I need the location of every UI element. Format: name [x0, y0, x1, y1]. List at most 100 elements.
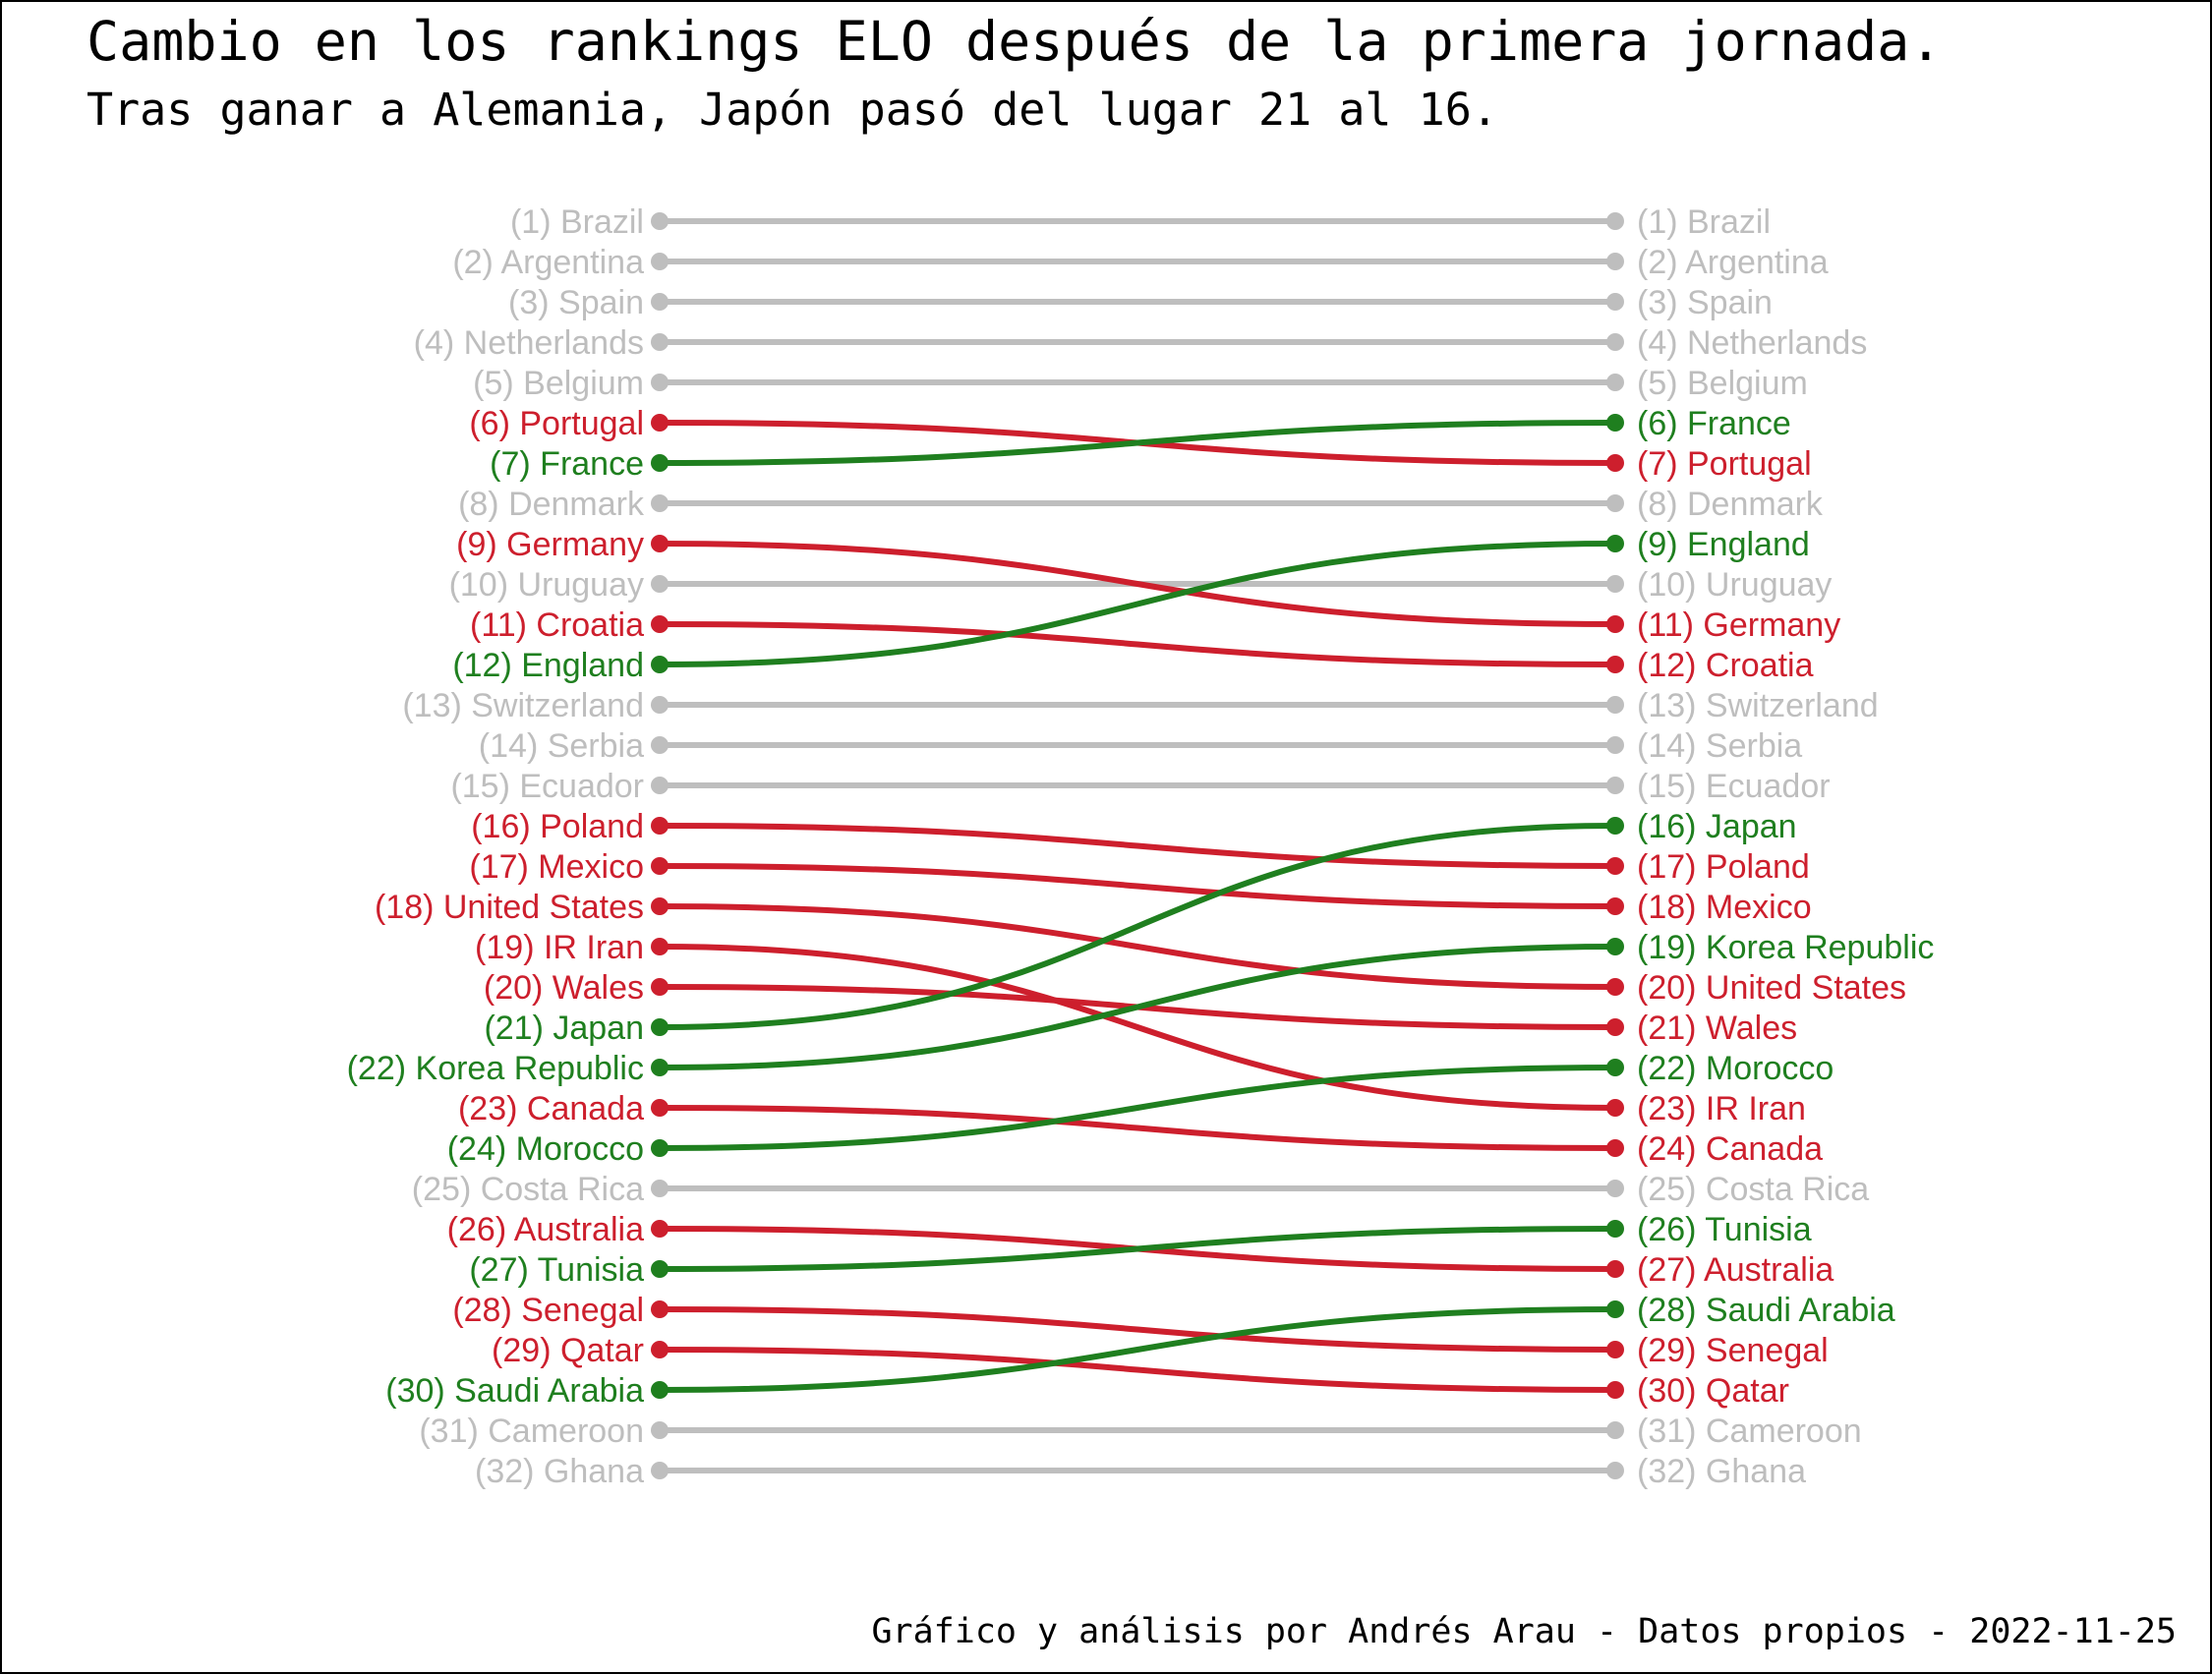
- slope-line-croatia: [659, 621, 1616, 667]
- point-right-poland: [1606, 857, 1624, 875]
- point-right-spain: [1606, 293, 1624, 311]
- label-before-netherlands: (4) Netherlands: [414, 324, 644, 362]
- point-left-france: [651, 454, 669, 472]
- label-before-tunisia: (27) Tunisia: [469, 1251, 644, 1289]
- slope-line-poland: [659, 823, 1616, 869]
- chart-title: Cambio en los rankings ELO después de la…: [87, 10, 1943, 73]
- point-right-qatar: [1606, 1381, 1624, 1399]
- label-after-united-states: (20) United States: [1637, 969, 1906, 1007]
- point-left-morocco: [651, 1139, 669, 1157]
- label-before-ir-iran: (19) IR Iran: [475, 929, 644, 966]
- label-after-croatia: (12) Croatia: [1637, 647, 1814, 684]
- point-left-portugal: [651, 414, 669, 432]
- point-left-saudi-arabia: [651, 1381, 669, 1399]
- label-after-portugal: (7) Portugal: [1637, 445, 1812, 483]
- slope-line-france: [659, 420, 1616, 466]
- point-left-qatar: [651, 1341, 669, 1358]
- point-right-england: [1606, 535, 1624, 552]
- point-left-korea-republic: [651, 1059, 669, 1076]
- label-before-serbia: (14) Serbia: [479, 727, 644, 765]
- point-left-netherlands: [651, 333, 669, 351]
- label-before-ghana: (32) Ghana: [475, 1453, 644, 1490]
- point-right-australia: [1606, 1260, 1624, 1278]
- slope-labels: (1) Brazil (1) Brazil(2) Argentina (2) Arg…: [347, 203, 1935, 1490]
- label-before-qatar: (29) Qatar: [492, 1332, 644, 1369]
- point-left-australia: [651, 1220, 669, 1238]
- point-right-ghana: [1606, 1462, 1624, 1479]
- point-left-england: [651, 656, 669, 673]
- point-right-canada: [1606, 1139, 1624, 1157]
- point-right-denmark: [1606, 494, 1624, 512]
- label-after-poland: (17) Poland: [1637, 848, 1810, 886]
- slope-points: [651, 212, 1624, 1479]
- label-before-korea-republic: (22) Korea Republic: [347, 1050, 644, 1087]
- label-before-cameroon: (31) Cameroon: [419, 1413, 644, 1450]
- label-before-wales: (20) Wales: [484, 969, 644, 1007]
- label-before-belgium: (5) Belgium: [473, 365, 644, 402]
- label-before-uruguay: (10) Uruguay: [449, 566, 644, 604]
- point-right-united-states: [1606, 978, 1624, 996]
- label-before-switzerland: (13) Switzerland: [402, 687, 644, 724]
- point-right-cameroon: [1606, 1421, 1624, 1439]
- point-right-senegal: [1606, 1341, 1624, 1358]
- label-before-costa-rica: (25) Costa Rica: [412, 1171, 644, 1208]
- slope-line-senegal: [659, 1306, 1616, 1353]
- point-left-cameroon: [651, 1421, 669, 1439]
- point-left-costa-rica: [651, 1180, 669, 1197]
- label-after-morocco: (22) Morocco: [1637, 1050, 1834, 1087]
- label-before-saudi-arabia: (30) Saudi Arabia: [385, 1372, 644, 1410]
- label-before-mexico: (17) Mexico: [469, 848, 644, 886]
- label-after-england: (9) England: [1637, 526, 1810, 563]
- point-right-croatia: [1606, 656, 1624, 673]
- label-after-brazil: (1) Brazil: [1637, 203, 1771, 241]
- slope-line-canada: [659, 1105, 1616, 1151]
- label-after-senegal: (29) Senegal: [1637, 1332, 1829, 1369]
- label-after-japan: (16) Japan: [1637, 808, 1797, 845]
- point-left-senegal: [651, 1300, 669, 1318]
- label-after-ghana: (32) Ghana: [1637, 1453, 1806, 1490]
- label-after-wales: (21) Wales: [1637, 1010, 1797, 1047]
- label-after-denmark: (8) Denmark: [1637, 486, 1824, 523]
- point-right-japan: [1606, 817, 1624, 835]
- label-before-denmark: (8) Denmark: [458, 486, 645, 523]
- label-before-morocco: (24) Morocco: [447, 1130, 644, 1168]
- label-before-croatia: (11) Croatia: [470, 606, 644, 644]
- slope-lines: [659, 218, 1616, 1474]
- point-left-ecuador: [651, 777, 669, 794]
- point-left-tunisia: [651, 1260, 669, 1278]
- chart-caption: Gráfico y análisis por Andrés Arau - Dat…: [871, 1612, 2177, 1651]
- point-right-morocco: [1606, 1059, 1624, 1076]
- label-after-germany: (11) Germany: [1637, 606, 1840, 644]
- label-after-canada: (24) Canada: [1637, 1130, 1823, 1168]
- point-right-mexico: [1606, 897, 1624, 915]
- point-left-poland: [651, 817, 669, 835]
- point-left-germany: [651, 535, 669, 552]
- label-before-japan: (21) Japan: [484, 1010, 644, 1047]
- point-right-argentina: [1606, 253, 1624, 270]
- slope-line-japan: [659, 823, 1616, 1030]
- point-left-switzerland: [651, 696, 669, 714]
- point-left-wales: [651, 978, 669, 996]
- point-left-uruguay: [651, 575, 669, 593]
- point-right-tunisia: [1606, 1220, 1624, 1238]
- slope-line-mexico: [659, 863, 1616, 909]
- point-right-uruguay: [1606, 575, 1624, 593]
- label-after-ecuador: (15) Ecuador: [1637, 768, 1831, 805]
- point-right-netherlands: [1606, 333, 1624, 351]
- point-left-croatia: [651, 615, 669, 633]
- point-right-ir-iran: [1606, 1099, 1624, 1117]
- label-after-ir-iran: (23) IR Iran: [1637, 1090, 1806, 1127]
- point-left-argentina: [651, 253, 669, 270]
- label-after-belgium: (5) Belgium: [1637, 365, 1808, 402]
- label-before-germany: (9) Germany: [456, 526, 644, 563]
- slope-line-england: [659, 541, 1616, 667]
- point-left-brazil: [651, 212, 669, 230]
- label-after-argentina: (2) Argentina: [1637, 244, 1829, 281]
- label-after-netherlands: (4) Netherlands: [1637, 324, 1867, 362]
- point-left-japan: [651, 1018, 669, 1036]
- point-right-costa-rica: [1606, 1180, 1624, 1197]
- slope-line-ir-iran: [659, 944, 1616, 1111]
- label-before-spain: (3) Spain: [508, 284, 644, 321]
- label-before-argentina: (2) Argentina: [452, 244, 644, 281]
